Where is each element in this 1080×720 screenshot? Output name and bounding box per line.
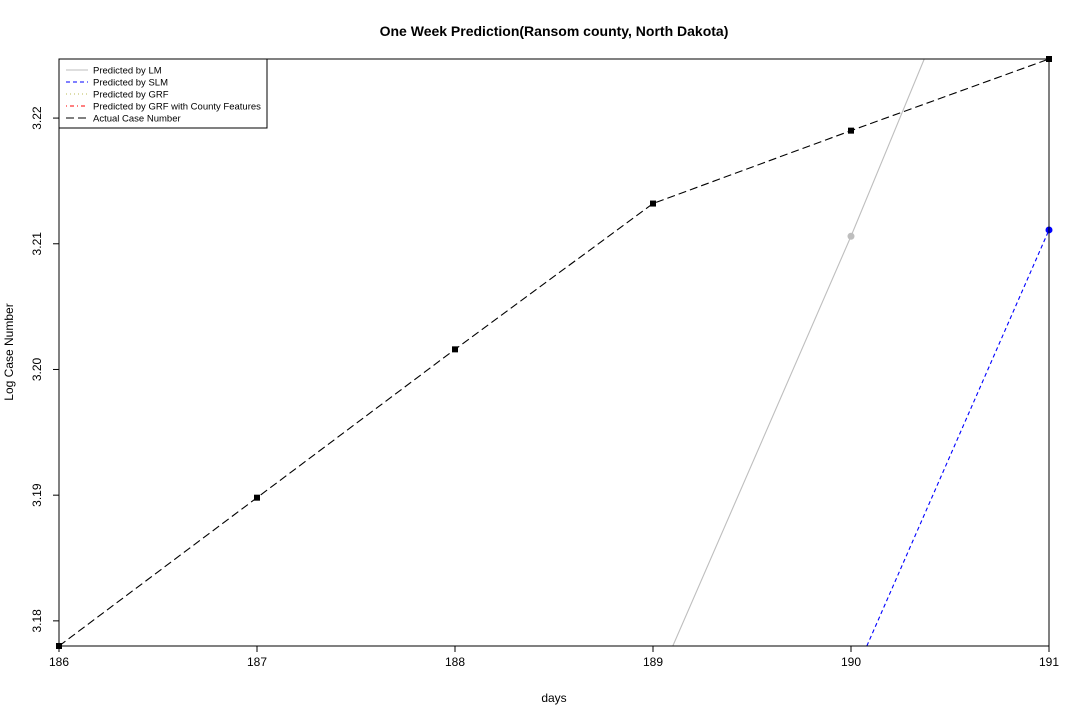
- y-tick-label: 3.21: [30, 232, 44, 256]
- x-axis-label: days: [541, 691, 566, 705]
- marker-layer: [56, 56, 1053, 649]
- chart-title: One Week Prediction(Ransom county, North…: [380, 23, 729, 39]
- x-tick-label: 188: [445, 655, 465, 669]
- y-tick-label: 3.18: [30, 609, 44, 633]
- x-tick-label: 191: [1039, 655, 1059, 669]
- data-point: [847, 232, 855, 240]
- y-axis-label: Log Case Number: [2, 303, 16, 400]
- y-axis: 3.18 3.19 3.20 3.21 3.22: [30, 106, 59, 633]
- x-tick-label: 187: [247, 655, 267, 669]
- y-tick-label: 3.20: [30, 357, 44, 381]
- legend-box: [58, 58, 268, 129]
- data-point: [254, 494, 260, 501]
- series-line: [866, 229, 1049, 646]
- data-point: [848, 127, 854, 134]
- y-tick-label: 3.22: [30, 106, 44, 130]
- x-axis: 186 187 188 189 190 191: [49, 646, 1059, 669]
- series-line: [672, 59, 925, 646]
- data-point: [452, 346, 458, 353]
- series-layer: [59, 59, 1049, 646]
- legend-label: Predicted by GRF: [93, 90, 169, 101]
- plot-frame: [58, 58, 1050, 647]
- x-tick-label: 186: [49, 655, 69, 669]
- data-point: [650, 200, 656, 207]
- x-tick-label: 190: [841, 655, 861, 669]
- series-line: [59, 59, 1049, 646]
- legend-label: Predicted by SLM: [93, 78, 168, 89]
- legend-label: Predicted by LM: [93, 66, 162, 77]
- x-tick-label: 189: [643, 655, 663, 669]
- legend-label: Predicted by GRF with County Features: [93, 102, 261, 113]
- legend-label: Actual Case Number: [93, 114, 181, 125]
- y-tick-label: 3.19: [30, 483, 44, 507]
